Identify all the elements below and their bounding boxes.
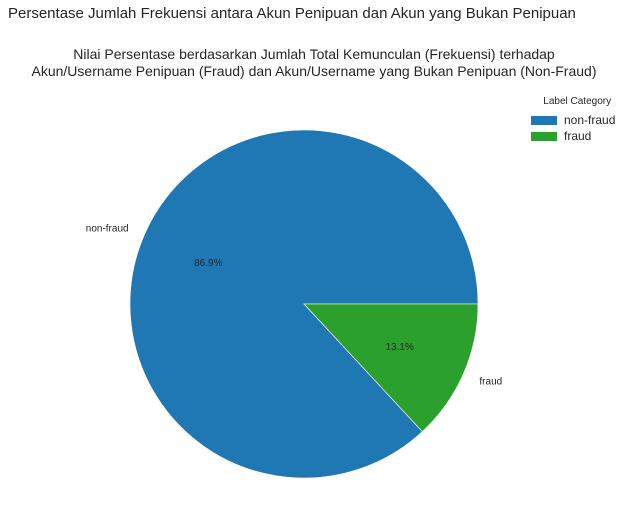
pie-slice-fraud	[303, 303, 479, 433]
legend-label-fraud: fraud	[564, 129, 592, 143]
legend-item-non-fraud: non-fraud	[531, 112, 615, 128]
legend-label-non-fraud: non-fraud	[564, 113, 616, 127]
figure-suptitle: Persentase Jumlah Frekuensi antara Akun …	[8, 5, 576, 22]
slice-pct-non-fraud: 86.9%	[194, 258, 222, 269]
slice-pct-fraud: 13.1%	[386, 342, 414, 353]
slice-label-fraud: fraud	[479, 377, 502, 388]
legend-swatch-fraud	[531, 131, 557, 141]
legend-item-fraud: fraud	[531, 128, 615, 144]
legend-title: Label Category	[543, 96, 612, 107]
legend: Label Category non-fraud fraud	[531, 96, 615, 144]
chart-title-line2: Akun/Username Penipuan (Fraud) dan Akun/…	[31, 63, 597, 79]
slice-label-non-fraud: non-fraud	[86, 223, 129, 234]
chart-title-line1: Nilai Persentase berdasarkan Jumlah Tota…	[73, 46, 555, 62]
legend-swatch-non-fraud	[531, 115, 557, 125]
